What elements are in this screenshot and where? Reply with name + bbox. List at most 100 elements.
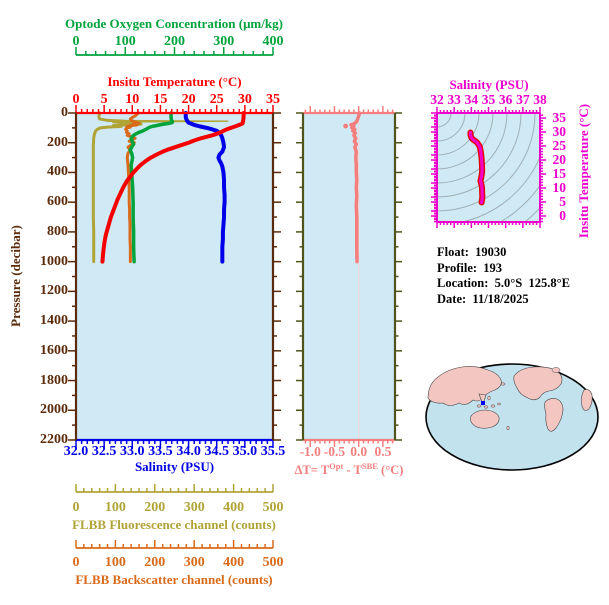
map-landmass [478, 393, 487, 406]
temperature-axis-title: Insitu Temperature (°C) [107, 74, 242, 89]
delta-t-plot [301, 111, 397, 442]
temperature-tick-label: 5 [100, 92, 108, 107]
pressure-tick-label: 0 [61, 105, 68, 120]
delta-t-curve [349, 111, 362, 264]
pressure-tick-label: 400 [47, 164, 68, 180]
delta-t-outlier-point [343, 123, 349, 129]
oxygen-tick-label: 0 [72, 34, 80, 49]
map-landmass [483, 405, 489, 409]
salinity-tick-label: 34.0 [176, 444, 201, 459]
backscatter-tick-label: 400 [223, 555, 245, 570]
ts-salinity-tick-label: 36 [498, 92, 513, 107]
float-id-text: Float: 19030 [437, 245, 507, 259]
pressure-tick-label: 1600 [40, 342, 68, 358]
oxygen-tick-label: 300 [213, 34, 235, 49]
pressure-tick-label: 2200 [40, 432, 68, 447]
ts-temperature-tick-label: 5 [559, 194, 566, 209]
salinity-axis-title: Salinity (PSU) [134, 459, 215, 474]
salinity-curve [183, 111, 227, 264]
backscatter-tick-label: 300 [183, 555, 205, 570]
temperature-tick-label: 10 [125, 92, 140, 107]
fluorescence-tick-label: 500 [262, 500, 284, 515]
ts-temperature-tick-label: 25 [552, 138, 567, 153]
pressure-tick-label: 1400 [40, 313, 68, 329]
delta-t-label-sup-sbe: SBE [361, 461, 378, 471]
profile-number-text: Profile: 193 [437, 260, 503, 275]
oxygen-tick-label: 100 [114, 34, 136, 49]
temperature-tick-label: 20 [181, 92, 196, 107]
main-plot-area [76, 113, 273, 440]
delta-t-tick-label: -0.5 [323, 444, 346, 459]
map-landmass [544, 398, 564, 432]
delta-t-label-part: ΔT= T [294, 463, 330, 478]
fluorescence-tick-label: 100 [104, 500, 126, 515]
salinity-tick-label: 32.0 [63, 444, 89, 459]
backscatter-tick-label: 0 [72, 555, 80, 570]
ts-salinity-tick-label: 32 [430, 92, 444, 107]
ts-temperature-axis-title: Insitu Temperature (°C) [576, 103, 591, 239]
fluorescence-curve-spike [106, 119, 229, 123]
map-landmass [476, 404, 482, 408]
temperature-tick-label: 30 [237, 92, 252, 107]
fluorescence-tick-label: 300 [183, 500, 205, 515]
location-text: Location: 5.0°S 125.8°E [437, 276, 570, 290]
ts-temperature-tick-label: 30 [552, 124, 567, 139]
salinity-tick-label: 35.5 [260, 444, 286, 459]
temperature-tick-label: 25 [209, 92, 224, 107]
salinity-tick-label: 32.5 [91, 444, 117, 459]
oxygen-axis-title: Optode Oxygen Concentration (μm/kg) [65, 16, 283, 31]
pressure-tick-label: 2000 [40, 402, 68, 418]
salinity-tick-label: 34.5 [204, 444, 229, 459]
backscatter-tick-label: 200 [144, 555, 166, 570]
fluorescence-tick-label: 200 [144, 500, 166, 515]
delta-t-tick-label: 0.5 [374, 444, 392, 459]
pressure-tick-label: 800 [47, 223, 68, 239]
ts-salinity-tick-label: 35 [481, 92, 496, 107]
temperature-tick-label: 0 [72, 92, 80, 107]
backscatter-axis-title: FLBB Backscatter channel (counts) [75, 572, 273, 587]
delta-t-tick-label: 0.0 [350, 444, 368, 459]
map-landmass [470, 409, 500, 429]
delta-t-tick-label: -1.0 [299, 444, 321, 459]
main-plot [74, 111, 275, 442]
ts-salinity-tick-label: 38 [533, 92, 547, 107]
oxygen-curve [128, 111, 175, 264]
temperature-curve [100, 111, 246, 264]
ts-salinity-tick-label: 37 [516, 92, 530, 107]
pressure-tick-label: 1200 [40, 283, 68, 299]
pressure-axis-title: Pressure (decibar) [8, 225, 23, 327]
map-landmass [551, 367, 561, 373]
map-landmass [497, 402, 501, 406]
delta-t-plot-area [303, 113, 395, 440]
fluorescence-axis-title: FLBB Fluorescence channel (counts) [72, 517, 276, 532]
ts-salinity-axis-title: Salinity (PSU) [449, 77, 529, 92]
fluorescence-tick-label: 0 [72, 500, 80, 515]
ts-temperature-tick-label: 20 [552, 152, 567, 167]
ts-salinity-tick-label: 33 [447, 92, 461, 107]
fluorescence-curve [91, 111, 143, 264]
ts-temperature-tick-label: 35 [552, 110, 567, 125]
delta-t-label-part: - T [343, 463, 362, 478]
ts-temperature-tick-label: 10 [552, 180, 567, 195]
backscatter-tick-label: 500 [262, 555, 284, 570]
map-landmass [513, 366, 563, 401]
temperature-tick-label: 15 [153, 92, 168, 107]
backscatter-tick-label: 100 [104, 555, 126, 570]
salinity-tick-label: 35.0 [232, 444, 258, 459]
world-map [425, 363, 599, 471]
ts-plot [431, 112, 546, 223]
map-landmass [500, 382, 506, 386]
pressure-tick-label: 600 [47, 194, 68, 210]
oxygen-tick-label: 200 [164, 34, 185, 49]
ts-salinity-tick-label: 34 [464, 92, 479, 107]
map-landmass [487, 395, 491, 401]
map-landmass [506, 425, 510, 431]
ts-temperature-tick-label: 0 [559, 208, 566, 223]
date-text: Date: 11/18/2025 [437, 291, 529, 306]
fluorescence-tick-label: 400 [223, 500, 245, 515]
delta-t-label-part: (°C) [377, 463, 404, 478]
map-landmass [490, 404, 496, 408]
delta-t-axis-title: ΔT= TOpt - TSBE (°C) [287, 461, 411, 478]
